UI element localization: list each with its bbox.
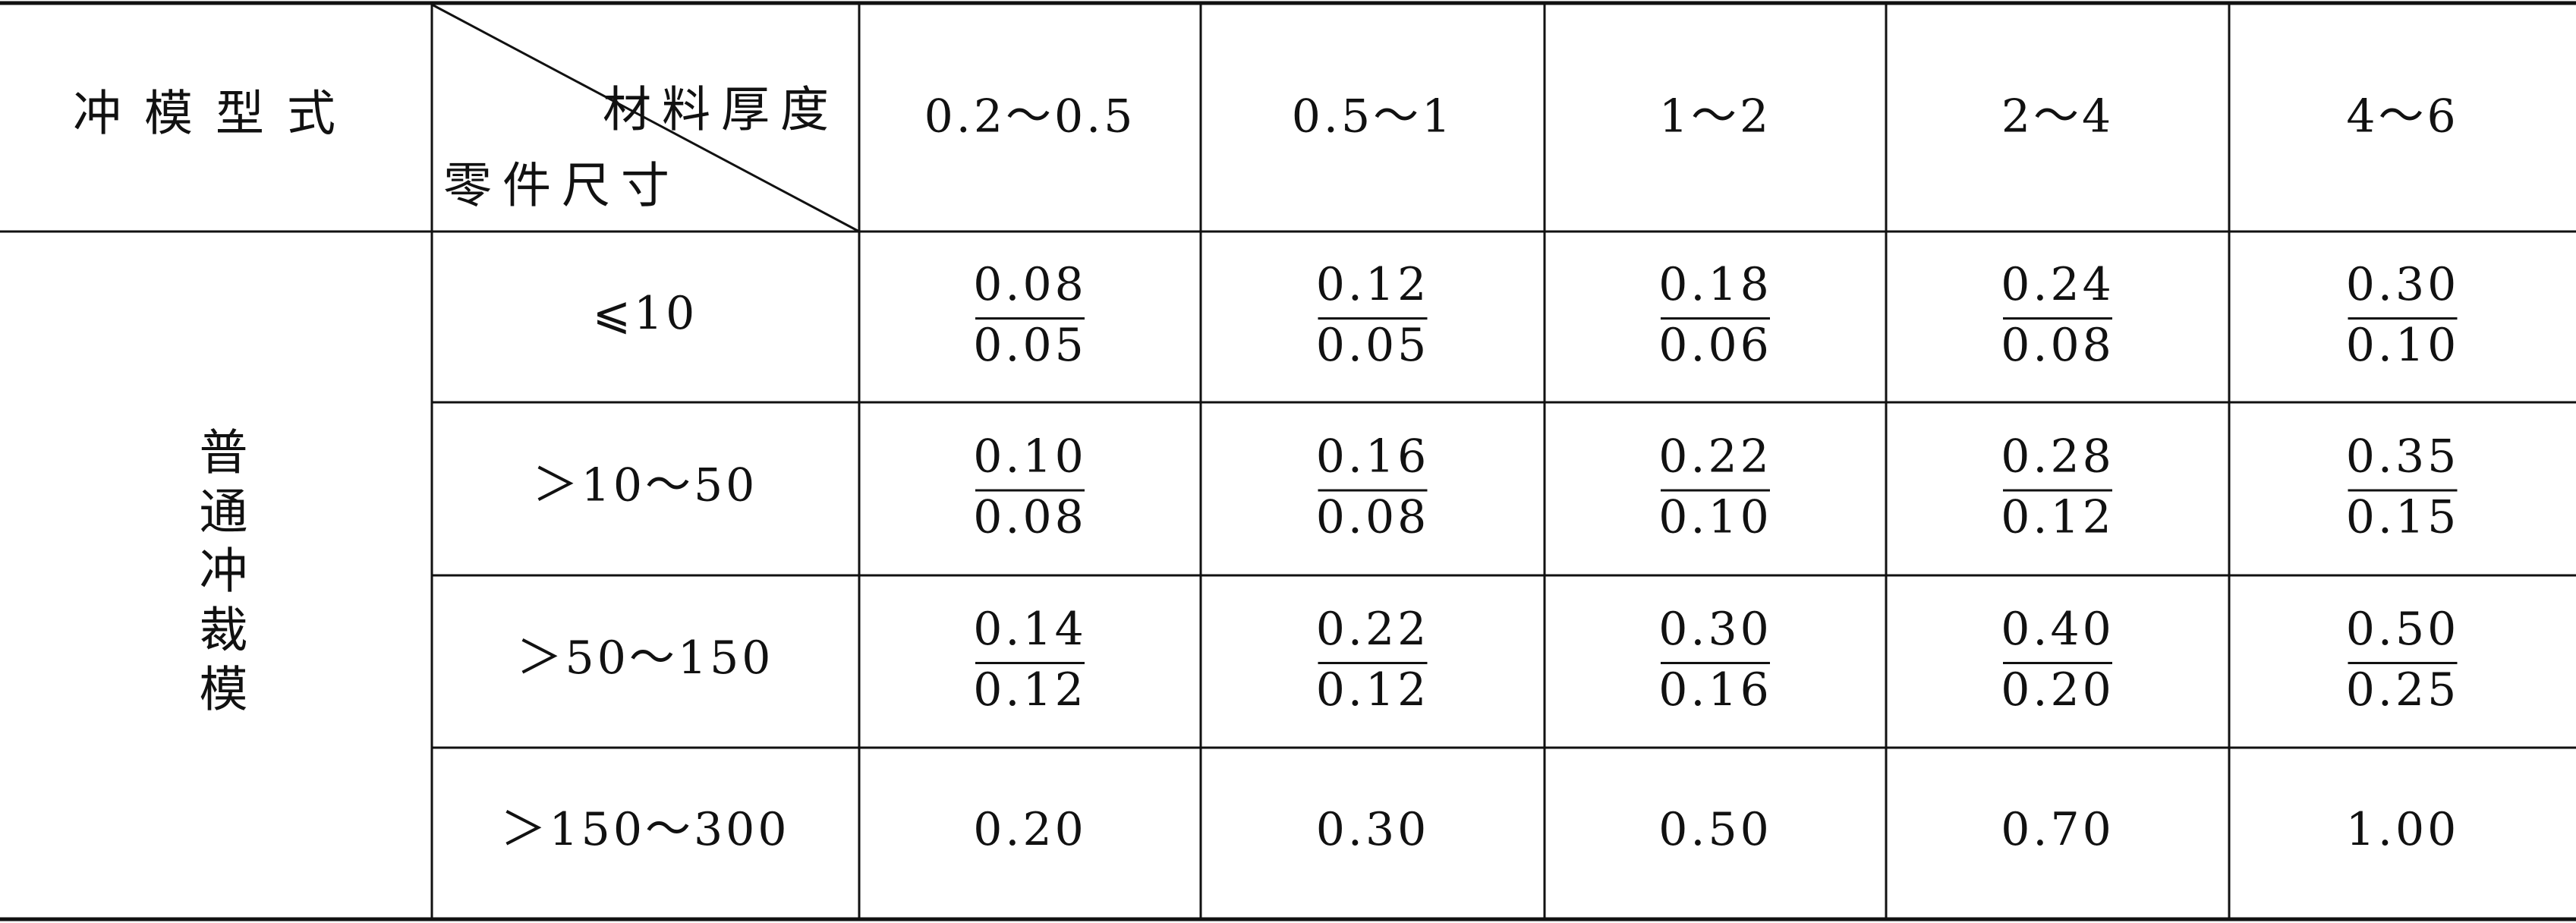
cell-top: 0.30 (2346, 258, 2460, 311)
row-header: ⩽10 (593, 287, 698, 340)
cell-top: 0.18 (1658, 258, 1772, 311)
cell-top: 0.28 (2001, 430, 2115, 484)
cell-bottom: 0.10 (1658, 491, 1772, 544)
cell-bottom: 0.20 (2001, 663, 2115, 717)
column-header: 2～4 (2001, 90, 2114, 143)
cell-bottom: 0.12 (973, 663, 1087, 717)
cell-bottom: 0.15 (2346, 491, 2460, 544)
cell-bottom: 0.25 (2346, 663, 2460, 717)
cell-bottom: 0.05 (1316, 319, 1430, 372)
cell-bottom: 0.16 (1658, 663, 1772, 717)
cell: 0.50 (1658, 803, 1772, 856)
column-header: 1～2 (1659, 90, 1771, 143)
row-header: ＞50～150 (517, 632, 774, 685)
thickness-label: 材料厚度 (603, 83, 839, 139)
cell-top: 0.14 (973, 603, 1087, 656)
cell: 1.00 (2346, 803, 2460, 856)
cell-bottom: 0.05 (973, 319, 1087, 372)
cell-top: 0.24 (2001, 258, 2115, 311)
group-label: 普通冲裁模 (191, 427, 247, 723)
cell-top: 0.22 (1316, 603, 1430, 656)
column-header: 4～6 (2346, 90, 2458, 143)
cell-bottom: 0.12 (1316, 663, 1430, 717)
cell-top: 0.40 (2001, 603, 2115, 656)
size-label: 零件尺寸 (443, 159, 680, 215)
column-header: 0.2～0.5 (924, 90, 1136, 143)
cell-bottom: 0.08 (2001, 319, 2115, 372)
header-cell: 冲模型式 (73, 87, 358, 143)
cell-bottom: 0.10 (2346, 319, 2460, 372)
cell: 0.70 (2001, 803, 2115, 856)
cell-bottom: 0.12 (2001, 491, 2115, 544)
cell-bottom: 0.08 (1316, 491, 1430, 544)
row-header: ＞150～300 (500, 803, 789, 856)
cell-top: 0.16 (1316, 430, 1430, 484)
cell-top: 0.22 (1658, 430, 1772, 484)
row-header: ＞10～50 (533, 459, 758, 512)
cell-top: 0.12 (1316, 258, 1430, 311)
cell: 0.30 (1316, 803, 1430, 856)
cell: 0.20 (973, 803, 1087, 856)
cell-top: 0.50 (2346, 603, 2460, 656)
cell-top: 0.35 (2346, 430, 2460, 484)
cell-top: 0.30 (1658, 603, 1772, 656)
cell-bottom: 0.06 (1658, 319, 1772, 372)
diagonal (431, 3, 860, 233)
column-header: 0.5～1 (1292, 90, 1454, 143)
cell-bottom: 0.08 (973, 491, 1087, 544)
cell-top: 0.08 (973, 258, 1087, 311)
cell-top: 0.10 (973, 430, 1087, 484)
